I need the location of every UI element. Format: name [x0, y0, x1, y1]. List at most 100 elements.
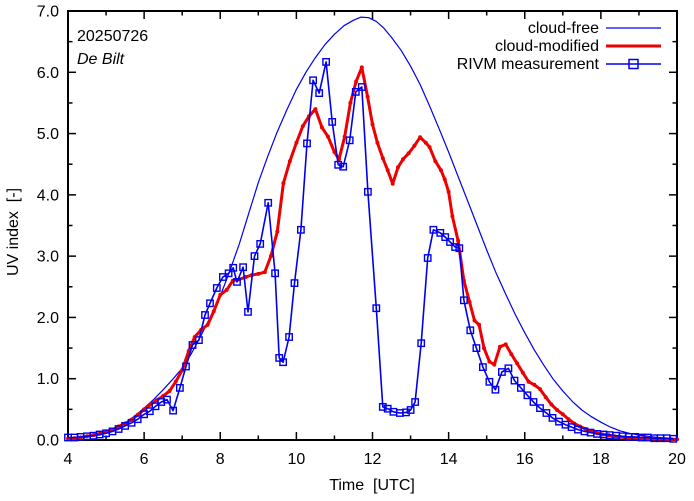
- series-cloud-modified-point: [332, 150, 337, 154]
- series-cloud-modified-point: [520, 370, 525, 375]
- series-cloud-modified-point: [456, 238, 461, 243]
- series-rivm-measurement-marker: [411, 398, 419, 406]
- series-rivm-measurement-marker: [446, 238, 454, 246]
- series-rivm-measurement-marker: [315, 89, 324, 98]
- series-cloud-modified-point: [375, 140, 380, 145]
- series-rivm-measurement-marker: [472, 344, 481, 352]
- series-rivm-measurement-marker: [504, 364, 513, 373]
- legend: cloud-free cloud-modified RIVM measureme…: [457, 20, 661, 73]
- x-tick-label: 4: [64, 451, 73, 468]
- series-rivm-measurement-marker: [485, 377, 494, 386]
- series-cloud-modified-point: [406, 151, 411, 156]
- series-rivm-measurement-marker: [351, 87, 360, 96]
- y-tick-label: 7.0: [37, 4, 59, 21]
- series-rivm-measurement-marker: [206, 299, 214, 308]
- series-rivm-measurement-marker: [372, 304, 381, 313]
- series-cloud-modified-point: [412, 143, 417, 148]
- series-cloud-modified-point: [354, 79, 359, 84]
- x-tick-label: 14: [440, 451, 458, 468]
- series-cloud-modified-point: [509, 352, 514, 357]
- y-tick-label: 1.0: [37, 371, 59, 388]
- series-rivm-measurement-marker: [364, 187, 372, 196]
- series-cloud-modified-point: [370, 122, 375, 127]
- series-rivm-measurement-marker: [244, 308, 252, 316]
- series-rivm-measurement-marker: [466, 326, 475, 335]
- series-cloud-modified-point: [359, 65, 364, 70]
- series-cloud-modified-point: [549, 402, 554, 407]
- series-rivm-measurement-marker: [542, 409, 551, 417]
- series-cloud-modified-point: [326, 134, 330, 139]
- series-rivm-measurement-marker: [451, 243, 459, 251]
- series-rivm-measurement-marker: [479, 363, 487, 371]
- series-rivm-measurement-marker: [309, 76, 317, 85]
- y-tick-label: 0.0: [37, 433, 59, 450]
- series-cloud-modified-point: [532, 382, 537, 387]
- series-cloud-modified-point: [173, 379, 178, 384]
- series-rivm-measurement-marker: [357, 83, 366, 91]
- series-rivm-measurement-marker: [339, 162, 348, 171]
- series-rivm-measurement-marker: [212, 284, 221, 292]
- series-cloud-modified-point: [472, 318, 477, 323]
- series-rivm-measurement-marker: [491, 385, 500, 394]
- series-rivm-measurement-marker: [279, 358, 287, 367]
- series-cloud-modified-point: [543, 395, 548, 400]
- series-rivm-measurement-marker: [145, 407, 154, 416]
- series-rivm-measurement-marker: [201, 311, 209, 319]
- x-tick-label: 8: [216, 451, 225, 468]
- series-rivm-measurement-marker: [229, 263, 238, 272]
- series-cloud-modified-point: [142, 407, 147, 412]
- series-cloud-modified-line: [66, 65, 679, 441]
- series-rivm-measurement-marker: [669, 434, 678, 443]
- series-cloud-modified-point: [423, 140, 428, 145]
- series-rivm-measurement-marker: [250, 252, 259, 260]
- series-rivm-measurement-marker: [188, 341, 197, 349]
- legend-label-cloud-free: cloud-free: [528, 20, 599, 37]
- series-rivm-measurement-marker: [455, 244, 464, 253]
- series-cloud-modified-point: [492, 362, 497, 367]
- series-rivm-measurement-marker: [328, 117, 337, 126]
- series-cloud-modified-point: [560, 412, 565, 417]
- series-cloud-modified-point: [348, 100, 353, 105]
- series-rivm-measurement-marker: [271, 269, 279, 278]
- series-cloud-modified-point: [365, 94, 370, 99]
- series-cloud-modified-point: [268, 254, 273, 259]
- series-rivm-measurement-marker: [441, 233, 450, 241]
- date-annotation: 20250726: [77, 28, 148, 45]
- series-cloud-modified-point: [319, 125, 324, 130]
- series-rivm-measurement-marker: [303, 139, 311, 148]
- series-cloud-modified-point: [390, 181, 395, 186]
- series-rivm-measurement-marker: [182, 362, 190, 371]
- series-cloud-modified-point: [224, 287, 229, 292]
- series-cloud-modified-point: [275, 229, 280, 234]
- series-cloud-modified-point: [294, 140, 299, 145]
- series-cloud-modified-point: [287, 159, 292, 164]
- series-rivm-measurement-marker: [402, 408, 410, 417]
- series-cloud-modified-point: [262, 270, 267, 275]
- station-annotation: De Bilt: [77, 51, 125, 68]
- series-cloud-modified-point: [211, 309, 216, 314]
- y-tick-label: 2.0: [37, 310, 59, 327]
- legend-square-marker-icon: [628, 58, 639, 70]
- series-rivm-measurement-marker: [523, 391, 532, 400]
- plot-border: [67, 10, 678, 441]
- series-rivm-measurement-marker: [194, 336, 203, 344]
- series-rivm-measurement-marker: [529, 398, 538, 406]
- series-rivm-measurement-marker: [406, 406, 415, 414]
- series-cloud-modified-point: [167, 389, 172, 393]
- series-rivm-measurement-marker: [417, 339, 426, 348]
- y-axis-title: UV index [-]: [5, 188, 22, 276]
- x-tick-label: 6: [140, 451, 149, 468]
- series-cloud-modified-point: [442, 177, 447, 182]
- series-cloud-modified-point: [401, 157, 405, 162]
- series-cloud-modified-point: [555, 408, 560, 412]
- series-rivm-measurement-marker: [169, 406, 177, 415]
- series-cloud-modified-point: [450, 214, 455, 219]
- series-cloud-free-line: [67, 16, 678, 440]
- series-rivm-measurement-marker: [264, 198, 273, 207]
- series-cloud-modified-point: [380, 156, 385, 161]
- series-cloud-modified-point: [477, 322, 482, 327]
- series-cloud-modified-point: [218, 292, 223, 297]
- series-cloud-modified-point: [342, 134, 347, 139]
- x-tick-label: 10: [287, 451, 305, 468]
